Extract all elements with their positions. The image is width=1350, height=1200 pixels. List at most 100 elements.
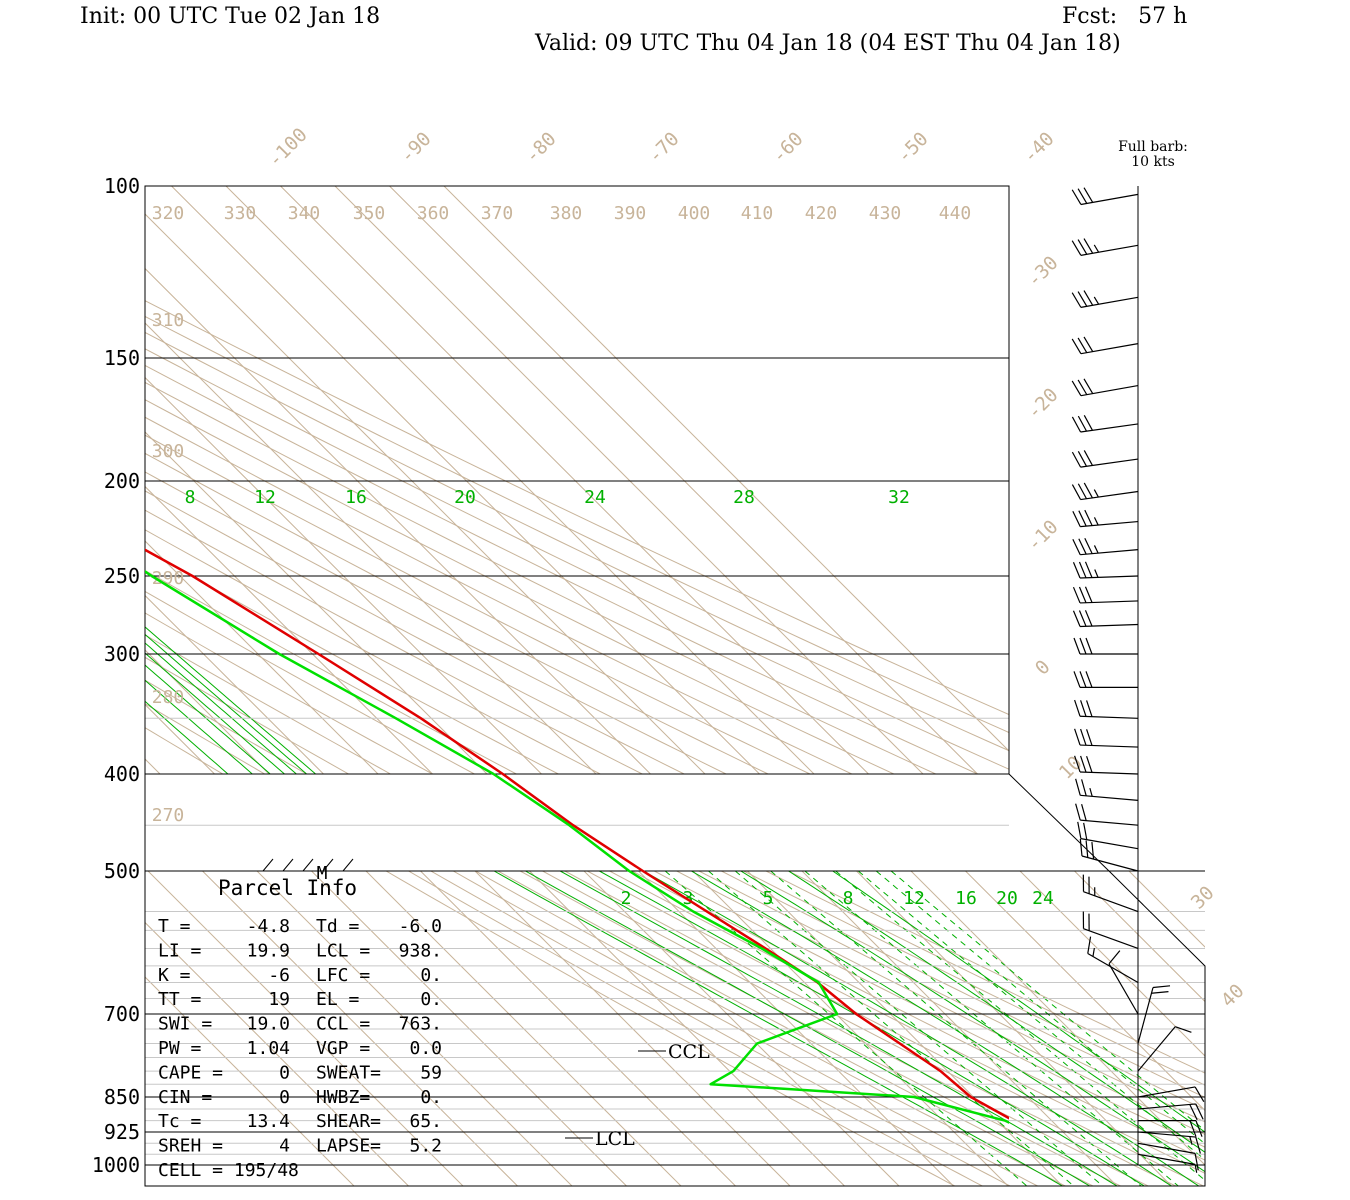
parcel-row-value: 4: [279, 1136, 290, 1157]
wind-barb-staff: [1108, 963, 1139, 1015]
isotherm-line: [145, 485, 434, 774]
wind-barb-flag: [1084, 610, 1093, 627]
isotherm-line: [280, 186, 870, 774]
isotherm-label: 30: [1187, 882, 1219, 914]
mixing-ratio-line-lower: [664, 871, 1028, 1186]
isotherm-line: [0, 186, 354, 1186]
wind-barb-flag: [1072, 586, 1081, 604]
theta-label: 310: [152, 310, 185, 331]
wind-barb-half: [1189, 1136, 1193, 1145]
parcel-info-title: Parcel Info: [218, 876, 357, 900]
parcel-row-label: CIN =: [158, 1087, 212, 1108]
wind-barb: [1137, 985, 1171, 1044]
parcel-row-value2: -6.0: [399, 916, 442, 937]
theta-label: 350: [353, 203, 386, 224]
dry-adiabat-lower: [721, 871, 1205, 1111]
wind-barb: [1137, 1131, 1201, 1154]
moist-adiabat-line: [788, 871, 1205, 1153]
wind-barb-flag: [1078, 561, 1087, 579]
mixing-ratio-line-upper: [145, 679, 253, 774]
parcel-row-label: K =: [158, 965, 191, 986]
wind-barb-flag: [1077, 239, 1088, 255]
isotherm-line: [145, 213, 706, 774]
parcel-row-value2: 763.: [399, 1014, 442, 1035]
isotherm-line: [746, 871, 1063, 1186]
wind-barb-flag: [1189, 1120, 1197, 1137]
parcel-row-value: 1.04: [247, 1038, 290, 1059]
pressure-tick-label: 400: [104, 762, 140, 786]
parcel-row-label: T =: [158, 916, 191, 937]
wind-barb-flag: [1085, 840, 1089, 858]
parcel-row-value: 13.4: [247, 1111, 290, 1132]
isotherm-line: [145, 594, 325, 774]
parcel-row-label2: Td =: [316, 916, 360, 937]
wind-barb-staff: [1083, 928, 1139, 950]
wind-barb-half: [1093, 489, 1099, 498]
parcel-row-label2: LAPSE=: [316, 1136, 381, 1157]
wind-barb-flag: [1072, 539, 1081, 555]
wind-barb-flag: [1081, 804, 1087, 821]
wind-barb-flag: [1078, 586, 1087, 603]
parcel-row-value2: 59: [420, 1062, 442, 1083]
isotherm-line: [145, 431, 488, 774]
wind-barb-staff: [1137, 1142, 1196, 1154]
wind-barb-staff: [1080, 244, 1139, 256]
wind-barb-flag: [1071, 240, 1082, 256]
wind-barb-flag: [1074, 728, 1081, 746]
mixing-ratio-line-upper: [145, 664, 271, 774]
wind-barb: [1137, 1103, 1204, 1121]
upper-frame: [144, 185, 1010, 775]
moist-adiabat-line: [599, 871, 1145, 1186]
isotherm-label: -90: [396, 128, 436, 168]
parcel-row-label: CELL = 195/48: [158, 1160, 299, 1181]
hatch-mark: [262, 858, 274, 872]
wind-barb: [1071, 450, 1139, 468]
wind-barb: [1071, 482, 1139, 501]
wind-barb-flag: [1083, 450, 1093, 466]
isotherm-label: -30: [1023, 252, 1063, 292]
wind-barb-half: [1093, 517, 1099, 526]
wind-barb: [1137, 1026, 1192, 1072]
wind-barb: [1073, 637, 1138, 655]
wind-barb-flag: [1195, 1120, 1203, 1137]
wind-barb-flag: [1072, 610, 1081, 627]
wind-barb-half: [1093, 545, 1099, 554]
parcel-row-label: SREH =: [158, 1136, 223, 1157]
isotherm-line: [0, 186, 463, 1186]
parcel-row-value: 0: [279, 1062, 290, 1083]
isotherm-label: 10: [1055, 752, 1087, 784]
isotherm-label: 0: [1031, 656, 1055, 680]
wind-barb: [1138, 1120, 1203, 1137]
isotherm-line: [855, 871, 1172, 1186]
wind-barb-staff: [1080, 193, 1139, 206]
wind-barb-staff: [1080, 549, 1139, 556]
wind-barb-staff: [1080, 296, 1139, 308]
wind-barb-flag: [1083, 378, 1094, 394]
dry-adiabat-upper: [145, 509, 643, 774]
wind-barb-flag: [1151, 991, 1169, 994]
marker-lcl: LCL: [595, 1128, 635, 1150]
wind-barb: [1082, 874, 1139, 913]
wind-barb-staff: [1080, 575, 1139, 579]
parcel-row-label: TT =: [158, 989, 202, 1010]
isotherm-line: [145, 649, 270, 774]
isotherm-line: [145, 758, 161, 774]
wind-barb: [1071, 238, 1139, 256]
isotherm-line: [692, 871, 1009, 1186]
wind-barb: [1079, 838, 1139, 872]
wind-barb-staff: [1080, 838, 1139, 850]
isotherm-label: 40: [1217, 980, 1249, 1012]
wind-barb-flag: [1071, 484, 1082, 500]
dry-adiabat-upper: [145, 490, 685, 774]
wind-barb-staff: [1137, 987, 1154, 1044]
wind-barb: [1071, 290, 1139, 308]
wind-barb-staff: [1137, 1026, 1176, 1072]
wind-barb-flag: [1091, 842, 1095, 860]
isotherm-label: -70: [644, 128, 684, 168]
wind-barb-flag: [1078, 610, 1087, 627]
chart-frame: [144, 185, 1206, 1187]
isotherm-line: [474, 871, 791, 1186]
pressure-tick-label: 700: [104, 1002, 140, 1026]
isotherm-line: [1128, 871, 1205, 948]
parcel-row-value2: 938.: [399, 940, 442, 961]
